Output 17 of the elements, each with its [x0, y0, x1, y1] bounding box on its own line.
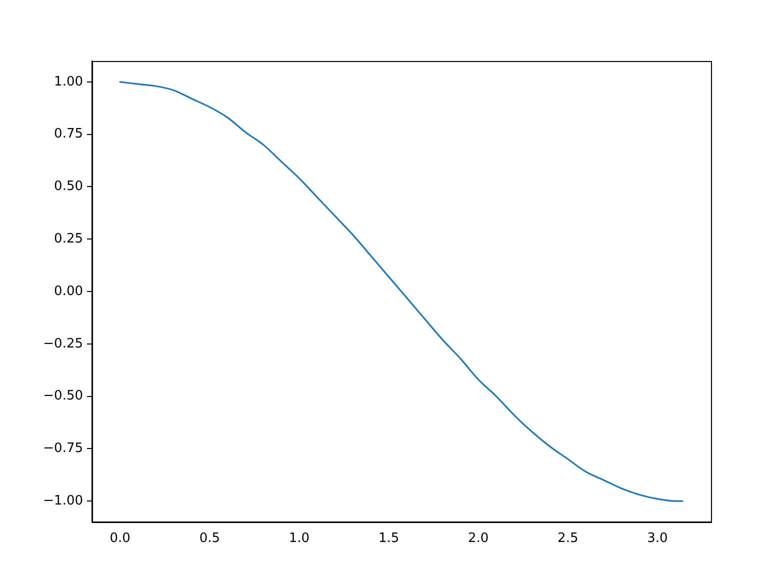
y-tick-label: −0.75: [43, 441, 83, 456]
x-tick-label: 3.0: [647, 531, 668, 546]
y-tick-label: 0.75: [54, 126, 83, 142]
x-tick-label: 2.0: [468, 531, 489, 546]
y-tick-label: −1.00: [43, 493, 83, 508]
x-tick-label: 1.0: [288, 531, 310, 546]
line-series: [119, 81, 684, 502]
x-tick-label: 0.0: [110, 531, 130, 546]
y-tick-label: 1.00: [54, 74, 83, 90]
x-tick-label: 2.5: [558, 531, 578, 546]
x-tick-label: 1.5: [378, 531, 400, 546]
y-tick-label: −0.50: [43, 388, 83, 404]
y-tick-label: 0.50: [54, 179, 83, 194]
x-tick-label: 0.5: [199, 531, 220, 546]
y-tick-label: −0.25: [43, 336, 83, 352]
y-tick-label: 0.25: [54, 231, 83, 246]
y-tick-label: 0.00: [54, 284, 83, 299]
